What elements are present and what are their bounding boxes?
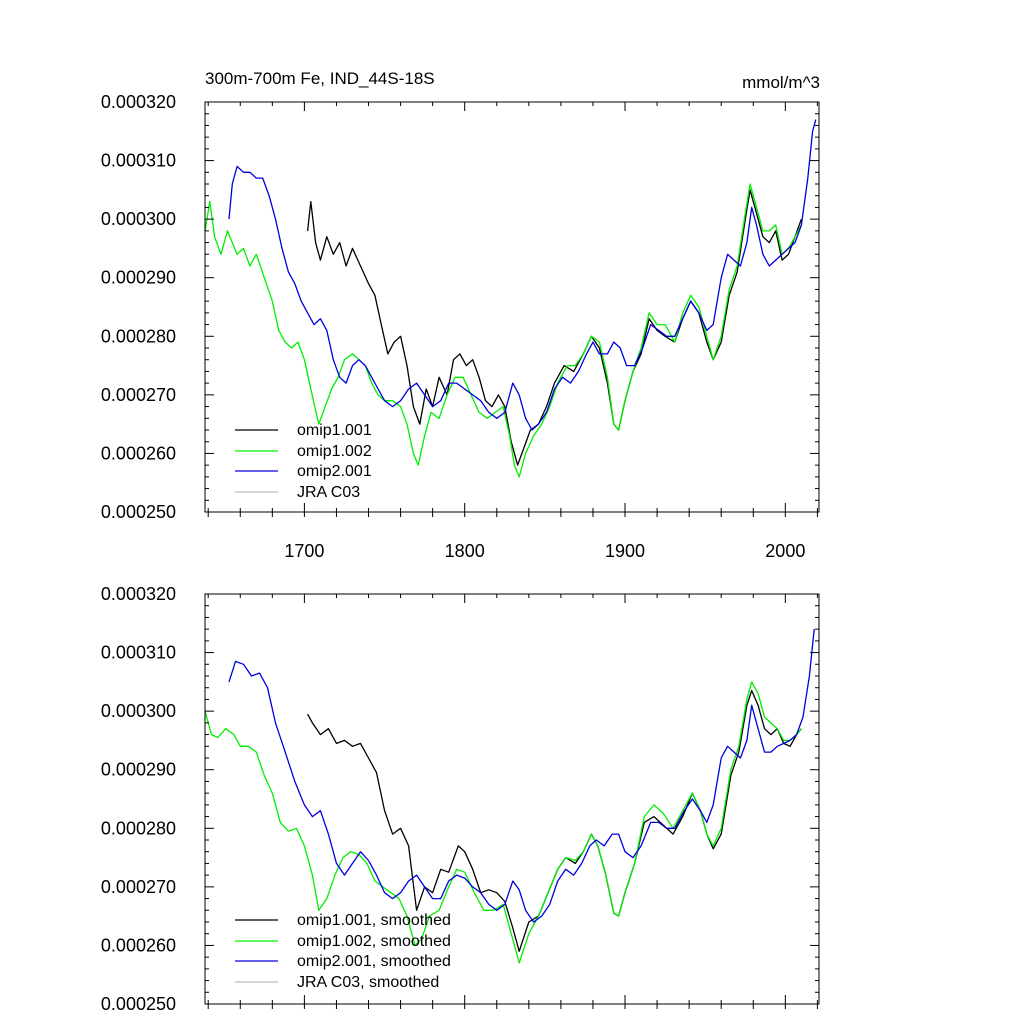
x-tick-label: 1700	[284, 541, 324, 561]
y-tick-label: 0.000270	[101, 385, 176, 405]
y-tick-label: 0.000260	[101, 935, 176, 955]
x-tick-label: 1800	[445, 541, 485, 561]
y-tick-label: 0.000320	[101, 92, 176, 112]
legend-label-jra-c03-smoothed: JRA C03, smoothed	[297, 974, 439, 991]
y-tick-label: 0.000250	[101, 502, 176, 522]
series-line-omip1-002	[204, 183, 802, 478]
y-tick-label: 0.000290	[101, 268, 176, 288]
y-tick-label: 0.000250	[101, 994, 176, 1014]
bottom-plot-frame	[204, 593, 820, 1005]
top-legend: omip1.001 omip1.002 omip2.001 JRA C03	[235, 422, 372, 501]
legend-label-omip2-001: omip2.001	[297, 463, 372, 480]
y-tick-label: 0.000260	[101, 443, 176, 463]
legend-label-omip1-002-smoothed: omip1.002, smoothed	[297, 933, 451, 950]
x-tick-label: 1900	[605, 541, 645, 561]
bottom-panel: 0.000250 0.000260 0.000270 0.000280 0.000290…	[101, 584, 820, 1014]
series-line-omip1-001	[306, 189, 803, 466]
bottom-legend: omip1.001, smoothed omip1.002, smoothed …	[235, 912, 451, 991]
y-tick-label: 0.000270	[101, 877, 176, 897]
top-tick-group: 0.000250 0.000260 0.000270 0.000280 0.000290…	[101, 92, 819, 561]
y-tick-label: 0.000280	[101, 818, 176, 838]
y-tick-label: 0.000280	[101, 326, 176, 346]
bottom-series-group	[204, 629, 815, 964]
legend-label-omip1-001: omip1.001	[297, 422, 372, 439]
chart-title: 300m-700m Fe, IND_44S-18S	[205, 69, 435, 88]
top-series-group	[204, 119, 817, 478]
y-tick-label: 0.000300	[101, 209, 176, 229]
y-tick-label: 0.000290	[101, 760, 176, 780]
y-tick-label: 0.000310	[101, 151, 176, 171]
top-plot-frame	[204, 101, 820, 513]
legend-label-omip1-001-smoothed: omip1.001, smoothed	[297, 912, 451, 929]
bottom-tick-group: 0.000250 0.000260 0.000270 0.000280 0.000290…	[101, 584, 819, 1014]
x-tick-label: 2000	[765, 541, 805, 561]
y-tick-label: 0.000300	[101, 701, 176, 721]
series-line-omip1-002-smoothed	[204, 681, 802, 964]
legend-label-omip1-002: omip1.002	[297, 443, 372, 460]
y-tick-label: 0.000320	[101, 584, 176, 604]
units-label: mmol/m^3	[742, 73, 820, 92]
top-panel: 300m-700m Fe, IND_44S-18S mmol/m^3 0.000…	[101, 69, 820, 561]
y-tick-label: 0.000310	[101, 643, 176, 663]
legend-label-omip2-001-smoothed: omip2.001, smoothed	[297, 953, 451, 970]
series-line-omip2-001	[228, 119, 817, 431]
series-line-omip2-001-smoothed	[228, 629, 815, 923]
legend-label-jra-c03: JRA C03	[297, 484, 360, 501]
